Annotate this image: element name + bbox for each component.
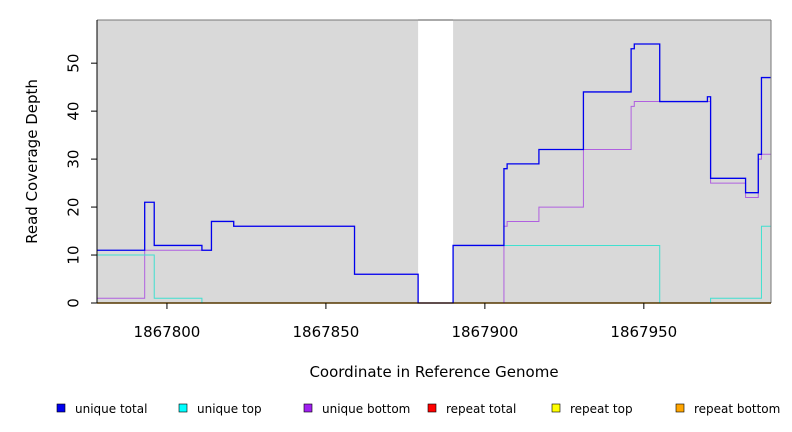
legend-swatch-unique-top	[178, 403, 188, 413]
legend-swatch-unique-bottom	[303, 403, 313, 413]
legend-label-unique-top: unique top	[197, 402, 262, 416]
x-tick-label: 1867900	[451, 323, 518, 341]
x-axis-title: Coordinate in Reference Genome	[309, 363, 558, 381]
x-tick-label: 1867850	[292, 323, 359, 341]
y-tick-label: 50	[65, 54, 83, 73]
x-tick-label: 1867950	[610, 323, 677, 341]
series-line-unique-total	[97, 43, 771, 304]
y-tick-label: 10	[65, 245, 83, 264]
legend-label-unique-total: unique total	[75, 402, 147, 416]
legend-label-repeat-total: repeat total	[446, 402, 516, 416]
y-axis-title: Read Coverage Depth	[23, 79, 41, 244]
legend-label-repeat-bottom: repeat bottom	[694, 402, 780, 416]
legend-swatch-repeat-total	[427, 403, 437, 413]
legend: unique total unique top unique bottom repea…	[56, 402, 780, 416]
y-tick-label: 40	[65, 102, 83, 121]
axis-layer: 0 10 20 30 40 50 1867800 1867850 1867900 1867950	[65, 19, 772, 341]
legend-swatch-repeat-top	[551, 403, 561, 413]
y-tick-label: 30	[65, 150, 83, 169]
y-tick-label: 20	[65, 198, 83, 217]
coverage-gap	[418, 20, 454, 303]
x-tick-label: 1867800	[134, 323, 201, 341]
series-line-unique-top	[97, 225, 771, 304]
legend-swatch-repeat-bottom	[675, 403, 685, 413]
legend-swatch-unique-total	[56, 403, 66, 413]
y-tick-label: 0	[65, 298, 83, 308]
legend-label-repeat-top: repeat top	[570, 402, 633, 416]
legend-label-unique-bottom: unique bottom	[322, 402, 410, 416]
